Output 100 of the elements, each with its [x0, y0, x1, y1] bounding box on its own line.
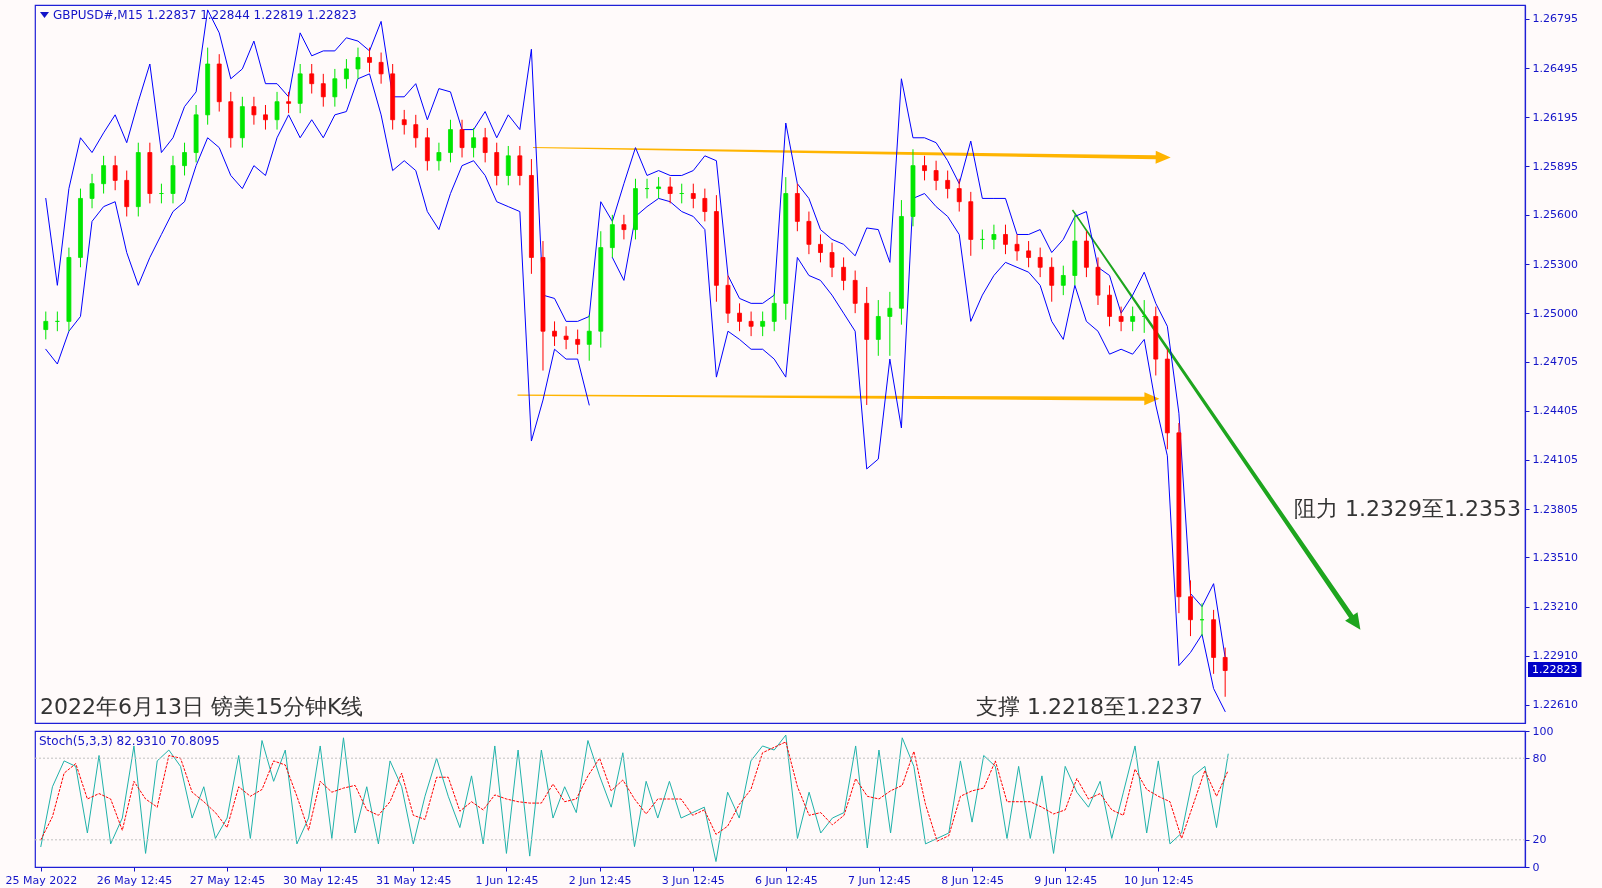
candlestick — [274, 91, 280, 131]
candlestick — [112, 155, 118, 191]
candlestick — [401, 109, 407, 135]
candlestick — [552, 320, 557, 347]
candlestick — [436, 142, 442, 172]
candlestick — [448, 119, 453, 163]
y-tick-label: 1.22910 — [1532, 649, 1578, 663]
candlestick — [656, 176, 661, 199]
candlestick — [355, 47, 361, 80]
y-tick-label: 1.25300 — [1532, 257, 1578, 271]
x-tick-label: 30 May 12:45 — [282, 873, 359, 887]
annotation: 2022年6月13日 镑美15分钟K线 — [40, 694, 364, 719]
x-tick-label: 10 Jun 12:45 — [1123, 873, 1194, 887]
y-tick-label: 20 — [1532, 833, 1547, 847]
candlestick — [1026, 240, 1031, 268]
y-tick-label: 1.23805 — [1532, 502, 1578, 516]
candlestick — [471, 127, 476, 158]
candlestick — [1222, 647, 1228, 698]
candlestick — [748, 311, 754, 337]
y-tick-label: 1.26495 — [1532, 61, 1578, 75]
candlestick — [517, 145, 523, 186]
candlestick — [945, 170, 951, 199]
candlestick — [841, 256, 846, 291]
y-tick-label: 1.23510 — [1532, 550, 1578, 564]
candlestick — [1188, 579, 1193, 637]
y-tick-label: 1.25000 — [1532, 306, 1578, 320]
x-tick-label: 8 Jun 12:45 — [941, 873, 1005, 887]
candlestick — [378, 52, 384, 85]
candlestick — [505, 145, 511, 186]
y-tick-label: 1.24105 — [1532, 453, 1578, 467]
candlestick — [309, 63, 315, 95]
y-tick-label: 1.25895 — [1532, 159, 1578, 173]
x-tick-label: 3 Jun 12:45 — [661, 873, 725, 887]
candlestick — [1107, 284, 1112, 327]
candlestick — [344, 58, 349, 90]
candlestick — [852, 270, 858, 314]
candlestick — [609, 214, 615, 258]
candlestick — [922, 155, 927, 181]
candlestick — [887, 291, 893, 357]
y-tick-label: 0 — [1532, 860, 1540, 874]
candlestick — [482, 127, 488, 163]
x-tick-label: 9 Jun 12:45 — [1034, 873, 1098, 887]
x-tick-label: 2 Jun 12:45 — [568, 873, 632, 887]
candlestick — [332, 68, 338, 108]
candlestick — [933, 160, 939, 191]
x-tick-label: 27 May 12:45 — [189, 873, 266, 887]
y-tick-label: 1.23210 — [1532, 600, 1578, 614]
text: 1.22823 — [1532, 663, 1578, 676]
y-tick-label: 80 — [1532, 751, 1547, 765]
candlestick — [956, 178, 962, 213]
x-tick-label: 25 May 2022 — [5, 873, 78, 887]
annotation: 阻力 1.2329至1.2353 — [1294, 496, 1521, 521]
candlestick — [829, 242, 835, 278]
candlestick — [43, 311, 49, 340]
candlestick — [806, 211, 812, 255]
candlestick — [494, 142, 500, 186]
candlestick — [1003, 224, 1008, 255]
x-tick-label: 31 May 12:45 — [376, 873, 452, 887]
candlestick — [182, 142, 187, 176]
candlestick — [702, 188, 708, 222]
candlestick — [818, 234, 823, 263]
candlestick — [320, 73, 326, 108]
y-tick-label: 1.25600 — [1532, 208, 1578, 222]
candlestick — [760, 311, 766, 337]
x-tick-label: 7 Jun 12:45 — [848, 873, 911, 887]
chart-title: Stoch(5,3,3) 82.9310 70.8095 — [39, 734, 220, 748]
candlestick — [563, 325, 569, 350]
line-series — [40, 734, 1229, 863]
y-tick-label: 100 — [1532, 724, 1554, 738]
candlestick — [771, 293, 777, 332]
candlestick — [424, 127, 430, 172]
candlestick — [1130, 306, 1136, 332]
candlestick — [690, 183, 696, 209]
candlestick — [101, 155, 106, 195]
candlestick — [667, 176, 673, 204]
candlestick — [1014, 234, 1020, 262]
candlestick — [263, 104, 268, 131]
candlestick — [621, 214, 627, 240]
y-tick-label: 1.24405 — [1532, 404, 1578, 418]
candlestick — [459, 119, 465, 158]
y-tick-label: 1.26195 — [1532, 110, 1578, 124]
candlestick — [575, 329, 581, 355]
candlestick — [89, 173, 95, 209]
y-tick-label: 1.26795 — [1532, 12, 1578, 26]
candlestick — [1049, 256, 1055, 303]
y-tick-label: 1.22610 — [1532, 698, 1578, 712]
candlestick — [875, 299, 881, 357]
annotation: 支撑 1.2218至1.2237 — [976, 694, 1203, 719]
candlestick — [413, 114, 419, 149]
candlestick — [1060, 265, 1066, 296]
candlestick — [1118, 306, 1124, 332]
candlestick — [251, 96, 257, 126]
candlestick — [1037, 247, 1043, 278]
x-tick-label: 6 Jun 12:45 — [754, 873, 818, 887]
candlestick — [737, 302, 742, 332]
x-tick-label: 1 Jun 12:45 — [475, 873, 539, 887]
candlestick — [286, 91, 291, 114]
candlestick — [991, 224, 997, 250]
y-tick-label: 1.24705 — [1532, 355, 1578, 369]
candlestick — [367, 47, 372, 73]
